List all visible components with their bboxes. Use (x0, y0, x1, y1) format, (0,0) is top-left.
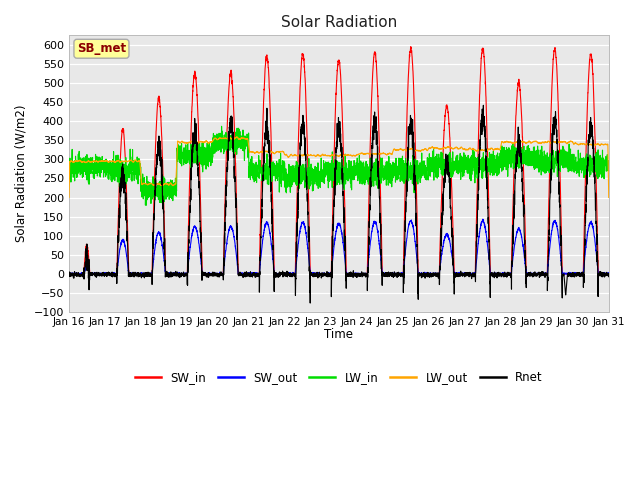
Y-axis label: Solar Radiation (W/m2): Solar Radiation (W/m2) (15, 105, 28, 242)
Title: Solar Radiation: Solar Radiation (281, 15, 397, 30)
Text: SB_met: SB_met (77, 42, 126, 55)
X-axis label: Time: Time (324, 328, 353, 341)
Legend: SW_in, SW_out, LW_in, LW_out, Rnet: SW_in, SW_out, LW_in, LW_out, Rnet (130, 367, 547, 389)
